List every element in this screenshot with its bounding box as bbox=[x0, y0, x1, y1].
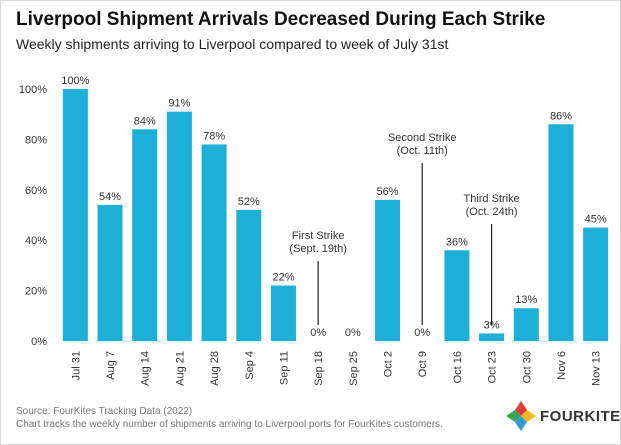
y-tick-label: 80% bbox=[25, 134, 47, 146]
bar bbox=[479, 333, 505, 341]
data-label: 36% bbox=[446, 236, 468, 248]
x-tick-label: Oct 9 bbox=[417, 351, 429, 377]
bar bbox=[201, 144, 227, 341]
annotation-text: (Oct. 11th) bbox=[397, 145, 448, 157]
y-tick-label: 0% bbox=[31, 336, 47, 348]
x-tick-label: Aug 7 bbox=[105, 351, 117, 380]
bar bbox=[375, 199, 401, 341]
annotation-text: (Oct. 24th) bbox=[466, 206, 518, 218]
x-tick-label: Sep 25 bbox=[348, 351, 360, 386]
annotation-text: (Sept. 19th) bbox=[289, 243, 346, 255]
data-label: 45% bbox=[585, 214, 607, 226]
data-label: 0% bbox=[345, 327, 361, 339]
fourkites-logo: FOURKITES bbox=[504, 399, 621, 433]
data-label: 56% bbox=[377, 186, 399, 198]
x-tick-label: Aug 21 bbox=[174, 351, 186, 386]
bar-chart: 0% 20% 40% 60% 80% 100% 100% Jul 31 54% Aug 7 84% A… bbox=[19, 75, 609, 386]
x-tick-label: Sep 4 bbox=[244, 351, 256, 380]
brand-name: FOURKITES bbox=[540, 408, 621, 425]
y-tick-label: 60% bbox=[25, 185, 47, 197]
data-label: 78% bbox=[203, 130, 225, 142]
annotation-text: Second Strike bbox=[388, 132, 456, 144]
bar bbox=[97, 204, 123, 341]
chart-title: Liverpool Shipment Arrivals Decreased Du… bbox=[16, 9, 546, 30]
data-label: 86% bbox=[550, 110, 572, 122]
x-tick-label: Sep 11 bbox=[278, 351, 290, 385]
bar bbox=[548, 124, 574, 341]
y-tick-label: 20% bbox=[25, 286, 47, 298]
bar bbox=[236, 209, 262, 341]
source-note: Source: FourKites Tracking Data (2022) bbox=[16, 406, 193, 417]
x-tick-label: Nov 13 bbox=[591, 351, 603, 386]
x-tick-label: Oct 16 bbox=[452, 351, 464, 383]
x-tick-label: Aug 28 bbox=[209, 351, 221, 386]
x-tick-label: Jul 31 bbox=[70, 351, 82, 380]
data-label: 0% bbox=[310, 327, 326, 339]
bar bbox=[270, 285, 296, 341]
x-tick-label: Aug 14 bbox=[140, 351, 152, 386]
y-tick-label: 100% bbox=[19, 84, 47, 96]
bar bbox=[62, 89, 88, 341]
data-label: 0% bbox=[414, 327, 430, 339]
chart-subtitle: Weekly shipments arriving to Liverpool c… bbox=[16, 36, 449, 52]
data-label: 54% bbox=[99, 191, 121, 203]
data-label: 13% bbox=[515, 294, 537, 306]
data-label: 3% bbox=[484, 319, 500, 331]
x-tick-label: Sep 18 bbox=[313, 351, 325, 386]
data-label: 22% bbox=[272, 272, 294, 284]
data-label: 84% bbox=[134, 115, 156, 127]
data-label: 52% bbox=[238, 196, 260, 208]
bar bbox=[513, 308, 539, 341]
chart-note: Chart tracks the weekly number of shipme… bbox=[16, 419, 443, 430]
y-tick-label: 40% bbox=[25, 235, 47, 247]
bar bbox=[166, 111, 192, 342]
annotation-text: First Strike bbox=[292, 230, 345, 242]
annotation-text: Third Strike bbox=[463, 193, 519, 205]
x-tick-label: Oct 30 bbox=[521, 351, 533, 383]
bar bbox=[132, 129, 158, 341]
x-tick-label: Oct 2 bbox=[383, 351, 395, 377]
bar bbox=[583, 227, 609, 341]
data-label: 91% bbox=[168, 98, 190, 110]
x-tick-label: Nov 6 bbox=[556, 351, 568, 380]
data-label: 100% bbox=[61, 75, 89, 87]
x-tick-label: Oct 23 bbox=[487, 351, 499, 383]
bar bbox=[444, 250, 470, 341]
fourkites-logo-icon bbox=[506, 401, 536, 431]
